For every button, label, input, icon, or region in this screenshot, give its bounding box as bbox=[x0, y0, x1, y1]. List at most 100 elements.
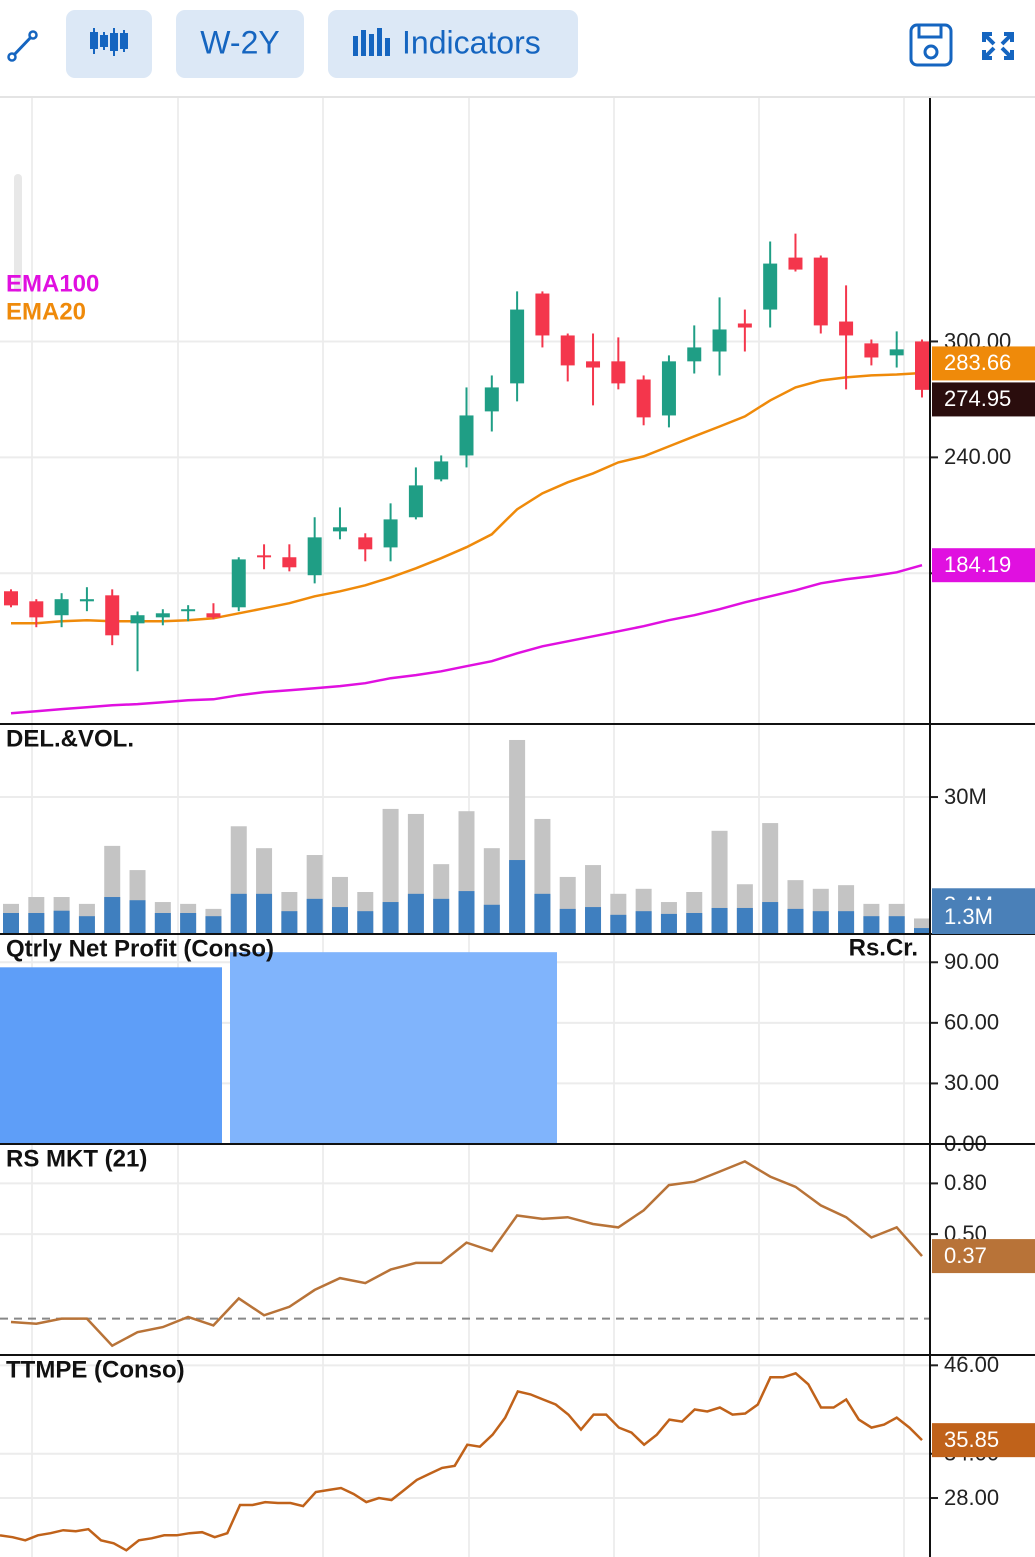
volume-bar bbox=[104, 897, 121, 934]
y-tick-label: 28.00 bbox=[944, 1485, 999, 1510]
candle-body bbox=[155, 613, 170, 618]
candle-body bbox=[788, 257, 803, 270]
candle-body bbox=[29, 601, 44, 618]
panel-title: Qtrly Net Profit (Conso) bbox=[6, 935, 274, 962]
volume-bar bbox=[762, 902, 779, 934]
candle-body bbox=[206, 613, 221, 618]
chart-type-button[interactable] bbox=[66, 10, 152, 78]
volume-bar bbox=[711, 907, 728, 934]
candle-body bbox=[484, 387, 499, 412]
candle-body bbox=[459, 415, 474, 456]
draw-tool-button[interactable] bbox=[7, 30, 38, 62]
panel-title: DEL.&VOL. bbox=[6, 725, 134, 752]
volume-bar bbox=[306, 898, 323, 934]
volume-bar bbox=[256, 893, 273, 934]
volume-bar bbox=[888, 916, 905, 934]
candle-body bbox=[181, 609, 196, 612]
candle-body bbox=[712, 329, 727, 352]
profit-bar bbox=[230, 952, 557, 1144]
indicators-button[interactable]: Indicators bbox=[328, 10, 578, 78]
candle-body bbox=[282, 557, 297, 568]
candle-body bbox=[358, 537, 373, 550]
unit-label: Rs.Cr. bbox=[849, 934, 918, 961]
value-badge-label: 184.19 bbox=[944, 552, 1011, 577]
volume-bar bbox=[230, 893, 247, 934]
y-tick-label: 60.00 bbox=[944, 1010, 999, 1035]
candle-body bbox=[611, 361, 626, 384]
candle-body bbox=[408, 485, 423, 518]
candle-body bbox=[661, 361, 676, 416]
candle-body bbox=[434, 461, 449, 480]
y-tick-label: 240.00 bbox=[944, 444, 1011, 469]
volume-bar bbox=[382, 902, 399, 934]
volume-bar bbox=[559, 908, 576, 934]
candle-body bbox=[130, 615, 145, 624]
candle-body bbox=[307, 537, 322, 576]
indicator-line bbox=[0, 1371, 923, 1552]
volume-bar bbox=[28, 913, 45, 934]
candle-body bbox=[889, 349, 904, 356]
volume-bar bbox=[53, 910, 70, 934]
value-badge bbox=[932, 548, 1035, 583]
value-badge bbox=[932, 346, 1035, 381]
volume-bar bbox=[433, 898, 450, 934]
candle-body bbox=[79, 599, 94, 602]
candle-body bbox=[510, 309, 525, 384]
candle-body bbox=[54, 599, 69, 616]
volume-bar bbox=[180, 913, 197, 934]
candle-body bbox=[105, 595, 120, 636]
volume-bar bbox=[585, 907, 602, 934]
candle-body bbox=[560, 335, 575, 366]
value-badge bbox=[932, 900, 1035, 934]
volume-bar bbox=[914, 928, 930, 934]
volume-bar bbox=[357, 911, 374, 934]
y-tick-label: 30.00 bbox=[944, 1070, 999, 1095]
save-button[interactable] bbox=[909, 23, 953, 67]
scrollbar bbox=[14, 174, 22, 292]
volume-bar bbox=[458, 891, 475, 934]
candle-body bbox=[636, 379, 651, 418]
candle-body bbox=[231, 559, 246, 608]
timeframe-button[interactable]: W-2Y bbox=[176, 10, 304, 78]
value-badge-label: 274.95 bbox=[944, 386, 1011, 411]
volume-bar bbox=[281, 911, 298, 934]
volume-bar bbox=[509, 860, 526, 934]
candle-body bbox=[915, 341, 929, 390]
volume-bar bbox=[3, 913, 19, 934]
legend-entry: EMA100 bbox=[6, 270, 99, 297]
indicators-label[interactable]: Indicators bbox=[402, 24, 541, 60]
value-badge-label: 283.66 bbox=[944, 350, 1011, 375]
profit-bar bbox=[0, 967, 222, 1144]
volume-bar bbox=[863, 916, 880, 934]
candle-body bbox=[383, 519, 398, 548]
y-tick-label: 46.00 bbox=[944, 1352, 999, 1377]
volume-bar bbox=[78, 916, 95, 934]
candle-body bbox=[586, 361, 601, 368]
volume-bar bbox=[686, 913, 703, 934]
candle-body bbox=[535, 293, 550, 336]
volume-bar bbox=[205, 916, 222, 934]
indicator-line bbox=[10, 1160, 923, 1348]
y-tick-label: 0.80 bbox=[944, 1170, 987, 1195]
fullscreen-button[interactable] bbox=[982, 32, 1014, 60]
candle-body bbox=[839, 321, 854, 336]
candle-body bbox=[687, 347, 702, 362]
candle-body bbox=[4, 591, 18, 606]
volume-bar bbox=[736, 907, 753, 934]
value-badge-label: 1.3M bbox=[944, 904, 993, 929]
panel-title: RS MKT (21) bbox=[6, 1145, 147, 1172]
y-tick-label: 90.00 bbox=[944, 949, 999, 974]
candle-body bbox=[737, 323, 752, 328]
panel-title: TTMPE (Conso) bbox=[6, 1356, 185, 1383]
candle-body bbox=[257, 555, 272, 558]
timeframe-label[interactable]: W-2Y bbox=[200, 24, 279, 60]
volume-bar bbox=[838, 911, 855, 934]
volume-bar bbox=[660, 913, 677, 934]
value-badge bbox=[932, 1239, 1035, 1274]
value-badge-label: 35.85 bbox=[944, 1427, 999, 1452]
volume-bar bbox=[129, 900, 146, 934]
volume-bar bbox=[635, 911, 652, 934]
volume-bar bbox=[331, 907, 348, 934]
volume-bar bbox=[610, 914, 627, 934]
